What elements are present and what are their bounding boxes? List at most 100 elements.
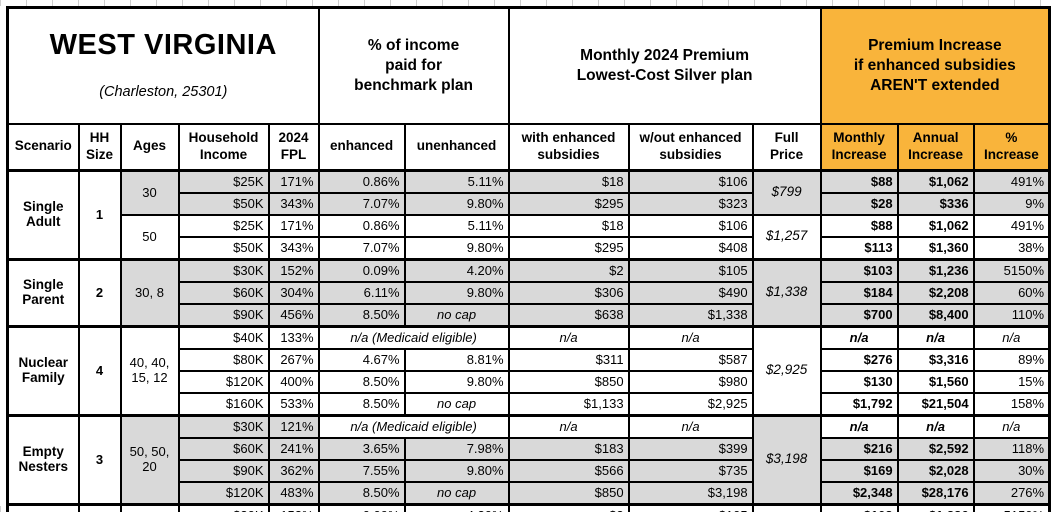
cell-premium-without-subsidies: $2,925 — [627, 391, 754, 417]
col-header-enhanced: enhanced — [317, 122, 406, 172]
cell-monthly-increase: $88 — [819, 169, 899, 194]
cell-pct-increase: 110% — [972, 302, 1051, 328]
cell-scenario: Nuclear Family — [6, 324, 80, 417]
cell-monthly-increase: $103 — [819, 502, 899, 512]
cell-pct-increase: n/a — [972, 413, 1051, 439]
cell-hh-size: 3 — [77, 413, 122, 506]
cell-fpl: 362% — [267, 458, 320, 483]
col-header-pct-increase: % Increase — [972, 122, 1051, 172]
cell-monthly-increase: $216 — [819, 436, 899, 461]
cell-enhanced-pct: 0.86% — [317, 169, 406, 194]
table-row: 50 $25K 171% 0.86% 5.11% $18 $106 $1,257 $88 $1,0… — [8, 213, 1051, 261]
cell-pct-increase: 491% — [972, 213, 1051, 238]
cell-unenhanced-pct: no cap — [403, 302, 510, 328]
cell-fpl: 533% — [267, 391, 320, 417]
cell-premium-without-subsidies: $323 — [627, 191, 754, 216]
cell-pct-increase: 118% — [972, 436, 1051, 461]
state-title: WEST VIRGINIA — [49, 29, 277, 62]
cell-annual-increase: n/a — [896, 324, 975, 350]
cell-premium-with-subsidies: $2 — [507, 502, 630, 512]
cell-household-income: $25K — [177, 169, 270, 194]
cell-unenhanced-pct: 4.20% — [403, 502, 510, 512]
table-row: Pre- Retirees260, 60$30K152%0.09%4.20%$2… — [6, 502, 1051, 512]
cell-premium-without-subsidies: n/a — [627, 324, 754, 350]
cell-premium-without-subsidies: $1,338 — [627, 302, 754, 328]
cell-household-income: $120K — [177, 480, 270, 506]
cell-unenhanced-pct: 9.80% — [403, 235, 510, 261]
cell-enhanced-pct: 8.50% — [317, 302, 406, 328]
cell-fpl: 456% — [267, 302, 320, 328]
cell-household-income: $50K — [177, 191, 270, 216]
cell-enhanced-pct: 8.50% — [317, 369, 406, 394]
cell-monthly-increase: $700 — [819, 302, 899, 328]
table-row: Nuclear Family 4 40, 40, 15, 12 $40K 133% n/a… — [6, 324, 1051, 417]
table-row: $90K 456% 8.50% no cap $638 $1,338 $700 $8,400 1… — [8, 302, 1051, 328]
location-subtitle: (Charleston, 25301) — [99, 83, 228, 100]
cell-premium-with-subsidies: n/a — [507, 413, 630, 439]
cell-full-price: $1,338 — [751, 257, 822, 328]
cell-household-income: $120K — [177, 369, 270, 394]
cell-household-income: $25K — [177, 213, 270, 238]
cell-unenhanced-pct: no cap — [403, 391, 510, 417]
col-header-with-enhanced-subsidies: with enhanced subsidies — [507, 122, 630, 172]
cell-premium-without-subsidies: n/a — [627, 413, 754, 439]
cell-household-income: $30K — [177, 413, 270, 439]
cell-premium-without-subsidies: $106 — [627, 169, 754, 194]
cell-pct-increase: 60% — [972, 280, 1051, 305]
cell-household-income: $90K — [177, 302, 270, 328]
cell-scenario: Single Parent — [6, 257, 80, 328]
cell-premium-without-subsidies: $106 — [627, 213, 754, 238]
cell-fpl: 304% — [267, 280, 320, 305]
cell-premium-with-subsidies: $638 — [507, 302, 630, 328]
cell-hh-size: 2 — [77, 502, 122, 512]
cell-ages: 60, 60 — [119, 502, 180, 512]
table-row: $60K 241% 3.65% 7.98% $183 $399 $216 $2,592 118% — [8, 436, 1051, 461]
cell-fpl: 152% — [267, 257, 320, 283]
cell-scenario: Single Adult — [6, 169, 80, 261]
group-header-row: WEST VIRGINIA (Charleston, 25301) % of i… — [6, 6, 1051, 125]
cell-unenhanced-pct: 4.20% — [403, 257, 510, 283]
cell-unenhanced-pct: 5.11% — [403, 213, 510, 238]
cell-unenhanced-pct: 5.11% — [403, 169, 510, 194]
cell-premium-with-subsidies: $183 — [507, 436, 630, 461]
cell-pct-increase: 491% — [972, 169, 1051, 194]
cell-monthly-increase: $184 — [819, 280, 899, 305]
cell-medicaid-note: n/a (Medicaid eligible) — [317, 324, 510, 350]
cell-ages: 40, 40, 15, 12 — [119, 324, 180, 417]
cell-unenhanced-pct: 9.80% — [403, 458, 510, 483]
cell-premium-without-subsidies: $735 — [627, 458, 754, 483]
cell-fpl: 343% — [267, 191, 320, 216]
col-header-full-price: Full Price — [751, 122, 822, 172]
cell-unenhanced-pct: 9.80% — [403, 280, 510, 305]
table-row: Single Adult 1 30 $25K 171% 0.86% 5.11% $18 $106… — [6, 169, 1051, 261]
cell-annual-increase: $28,176 — [896, 480, 975, 506]
cell-fpl: 400% — [267, 369, 320, 394]
cell-fpl: 171% — [267, 169, 320, 194]
cell-full-price: $799 — [751, 169, 822, 216]
cell-pct-increase: 5150% — [972, 502, 1051, 512]
cell-fpl: 121% — [267, 413, 320, 439]
group-header-premium-increase: Premium Increase if enhanced subsidies A… — [819, 6, 1051, 125]
cell-ages: 50 — [119, 213, 180, 261]
cell-monthly-increase: $2,348 — [819, 480, 899, 506]
cell-unenhanced-pct: 9.80% — [403, 369, 510, 394]
cell-pct-increase: 89% — [972, 347, 1051, 372]
cell-annual-increase: $1,062 — [896, 169, 975, 194]
cell-premium-with-subsidies: $850 — [507, 480, 630, 506]
background-gridlines-top — [0, 0, 1053, 6]
cell-unenhanced-pct: 7.98% — [403, 436, 510, 461]
col-header-annual-increase: Annual Increase — [896, 122, 975, 172]
cell-ages: 30 — [119, 169, 180, 216]
table-title-cell: WEST VIRGINIA (Charleston, 25301) — [6, 6, 320, 125]
cell-household-income: $30K — [177, 257, 270, 283]
cell-scenario: Empty Nesters — [6, 413, 80, 506]
cell-enhanced-pct: 8.50% — [317, 391, 406, 417]
table-row: $60K 304% 6.11% 9.80% $306 $490 $184 $2,208 60% — [8, 280, 1051, 305]
cell-household-income: $90K — [177, 458, 270, 483]
cell-premium-without-subsidies: $980 — [627, 369, 754, 394]
cell-ages: 50, 50, 20 — [119, 413, 180, 506]
col-header-unenhanced: unenhanced — [403, 122, 510, 172]
cell-premium-with-subsidies: $295 — [507, 235, 630, 261]
cell-annual-increase: $2,592 — [896, 436, 975, 461]
cell-premium-with-subsidies: $306 — [507, 280, 630, 305]
